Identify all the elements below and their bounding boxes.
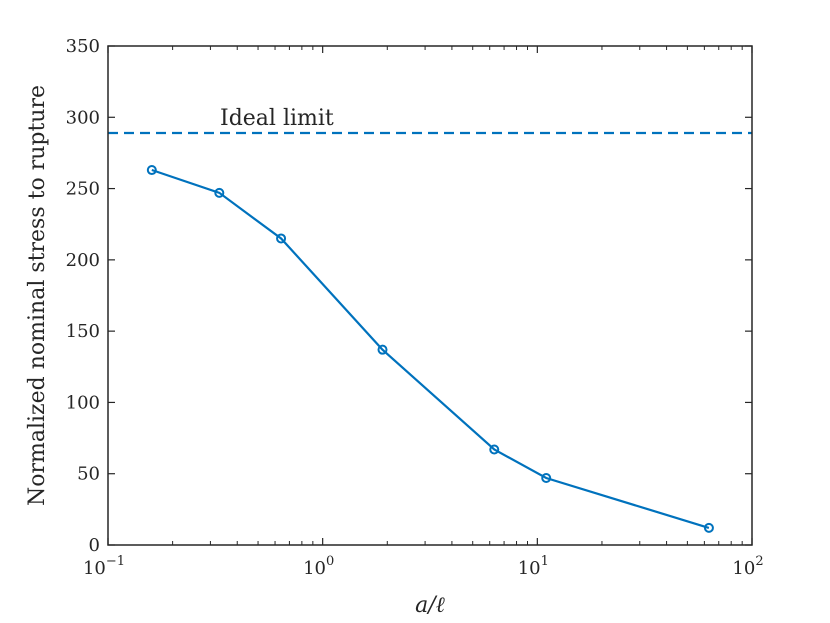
data-point xyxy=(377,344,388,355)
y-tick-label: 150 xyxy=(66,321,100,342)
data-point xyxy=(146,165,157,176)
data-point xyxy=(489,444,500,455)
y-tick-label: 50 xyxy=(77,464,100,485)
x-tick-label: 10−1 xyxy=(83,554,125,579)
x-tick-label: 102 xyxy=(732,554,763,579)
data-point xyxy=(703,522,714,533)
y-tick-label: 300 xyxy=(66,107,100,128)
y-tick-label: 100 xyxy=(66,392,100,413)
y-tick-label: 200 xyxy=(66,250,100,271)
y-tick-label: 350 xyxy=(66,36,100,57)
x-axis-title: a/ℓ xyxy=(415,593,446,618)
ticks-layer: 0 50 100 150 200 250 300 350 10−1 100 101 102 xyxy=(66,36,764,579)
x-tick-label: 101 xyxy=(518,554,549,579)
reference-layer: Ideal limit xyxy=(108,106,752,135)
data-point xyxy=(214,187,225,198)
x-tick-label: 100 xyxy=(303,554,334,579)
data-point xyxy=(276,233,287,244)
series-layer xyxy=(146,165,714,533)
series-line xyxy=(151,168,710,529)
y-axis-title: Normalized nominal stress to rupture xyxy=(25,85,50,506)
y-tick-label: 0 xyxy=(89,535,100,556)
plot-frame xyxy=(107,45,753,546)
ideal-limit-label: Ideal limit xyxy=(220,106,334,131)
data-point xyxy=(541,472,552,483)
y-tick-label: 250 xyxy=(66,179,100,200)
